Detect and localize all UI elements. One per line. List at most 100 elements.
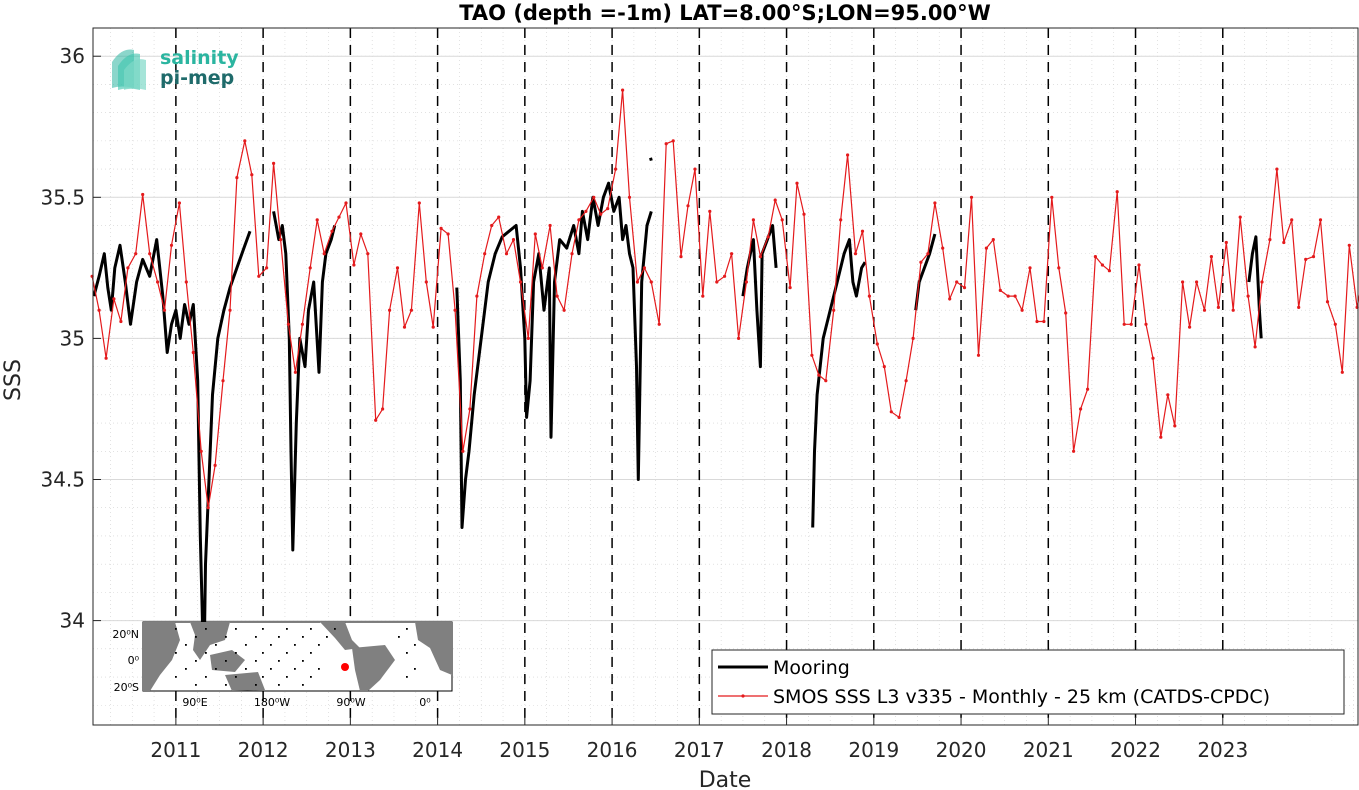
- legend-smos-marker: [741, 694, 745, 698]
- smos-series-point: [206, 506, 210, 510]
- smos-series-point: [366, 252, 370, 256]
- x-tick-label: 2020: [936, 738, 987, 762]
- x-tick-label: 2016: [587, 738, 638, 762]
- smos-series-point: [1129, 322, 1133, 326]
- smos-series-point: [599, 212, 603, 216]
- smos-series-point: [1151, 356, 1155, 360]
- smos-series-point: [112, 297, 116, 301]
- smos-series-point: [802, 212, 806, 216]
- smos-series-point: [773, 198, 777, 202]
- inset-buoy-dot: [278, 684, 280, 686]
- smos-series-point: [1282, 240, 1286, 245]
- smos-series-point: [300, 322, 304, 326]
- smos-series-point: [265, 266, 269, 270]
- inset-buoy-dot: [414, 644, 416, 646]
- inset-buoy-dot: [255, 684, 257, 686]
- inset-buoy-dot: [215, 644, 217, 646]
- x-tick-label: 2013: [325, 738, 376, 762]
- smos-series-point: [272, 161, 276, 165]
- mooring-series-segment: [1247, 235, 1263, 339]
- smos-series-point: [518, 280, 523, 284]
- smos-series-point: [293, 370, 297, 374]
- inset-buoy-dot: [398, 636, 400, 638]
- smos-series-point: [926, 252, 930, 256]
- smos-series-point: [162, 308, 167, 312]
- smos-series-point: [635, 280, 640, 284]
- smos-series-point: [1122, 322, 1126, 326]
- x-tick-label: 2012: [238, 738, 289, 762]
- smos-series-point: [119, 319, 123, 324]
- smos-series-point: [141, 192, 145, 197]
- inset-buoy-dot: [406, 652, 408, 654]
- smos-series-point: [177, 201, 181, 205]
- inset-buoy-dot: [205, 628, 207, 630]
- smos-series-point: [388, 308, 392, 312]
- smos-series-point: [846, 153, 850, 157]
- inset-buoy-markers: [175, 628, 416, 686]
- inset-buoy-dot: [225, 684, 227, 686]
- smos-series-point: [1013, 294, 1017, 298]
- mooring-location-marker: [341, 663, 349, 671]
- smos-series-point: [126, 266, 130, 270]
- inset-buoy-dot: [302, 636, 304, 638]
- smos-series-point: [875, 342, 879, 346]
- inset-lat-label-20n: 20⁰N: [112, 628, 139, 641]
- smos-series-point: [526, 336, 530, 340]
- plot-frame: [92, 27, 1359, 726]
- smos-series-point: [780, 218, 784, 222]
- smos-series-point: [344, 201, 348, 205]
- smos-series-point: [1035, 319, 1039, 324]
- smos-series-point: [1224, 240, 1228, 245]
- inset-buoy-dot: [302, 684, 304, 686]
- smos-series-point: [504, 252, 509, 256]
- inset-buoy-dot: [310, 628, 312, 630]
- smos-series-point: [322, 252, 326, 256]
- inset-buoy-dot: [286, 628, 288, 630]
- smos-series-point: [1216, 305, 1220, 309]
- smos-series-point: [1333, 322, 1337, 326]
- inset-buoy-dot: [185, 668, 187, 670]
- smos-series-point: [468, 407, 472, 411]
- legend-box: [711, 649, 1345, 715]
- smos-series-point: [402, 325, 407, 329]
- smos-series-point: [453, 308, 457, 312]
- smos-series-point: [701, 294, 705, 298]
- inset-buoy-dot: [286, 652, 288, 654]
- inset-lon-label-90w: 90⁰W: [336, 696, 365, 709]
- inset-buoy-dot: [245, 644, 247, 646]
- smos-series-point: [1072, 449, 1076, 453]
- smos-series-point: [984, 246, 989, 250]
- smos-series-point: [235, 176, 239, 180]
- legend: Mooring SMOS SSS L3 v335 - Monthly - 25 …: [711, 649, 1345, 715]
- inset-buoy-dot: [278, 660, 280, 662]
- inset-buoy-dot: [235, 652, 237, 654]
- south-america-landmass: [352, 645, 395, 691]
- smos-series-point: [1209, 255, 1213, 259]
- inset-lon-label-180w: 180⁰W: [254, 696, 290, 709]
- smos-series-point: [1268, 238, 1272, 242]
- smos-series-point: [228, 308, 232, 312]
- smos-series-point: [839, 218, 843, 222]
- smos-series-point: [766, 235, 770, 239]
- smos-series-point: [1173, 424, 1177, 428]
- smos-series-point: [213, 463, 217, 467]
- smos-series-point: [860, 229, 865, 233]
- smos-series-point: [867, 294, 872, 298]
- inset-buoy-dot: [286, 676, 288, 678]
- smos-series-point: [221, 379, 225, 383]
- smos-series-point: [562, 308, 566, 312]
- smos-series-point: [497, 215, 501, 219]
- smos-series-point: [169, 243, 174, 247]
- smos-series-point: [664, 142, 668, 146]
- x-tick-label: 2023: [1197, 738, 1248, 762]
- inset-buoy-dot: [262, 652, 264, 654]
- inset-buoy-dot: [318, 644, 320, 646]
- smos-series-point: [257, 274, 261, 278]
- smos-series-point: [483, 252, 487, 256]
- smos-series-point: [381, 407, 385, 411]
- y-tick-label: 36: [60, 44, 85, 68]
- smos-series-point: [1340, 370, 1344, 374]
- smos-series-point: [584, 209, 588, 213]
- y-tick-label: 35: [60, 326, 85, 350]
